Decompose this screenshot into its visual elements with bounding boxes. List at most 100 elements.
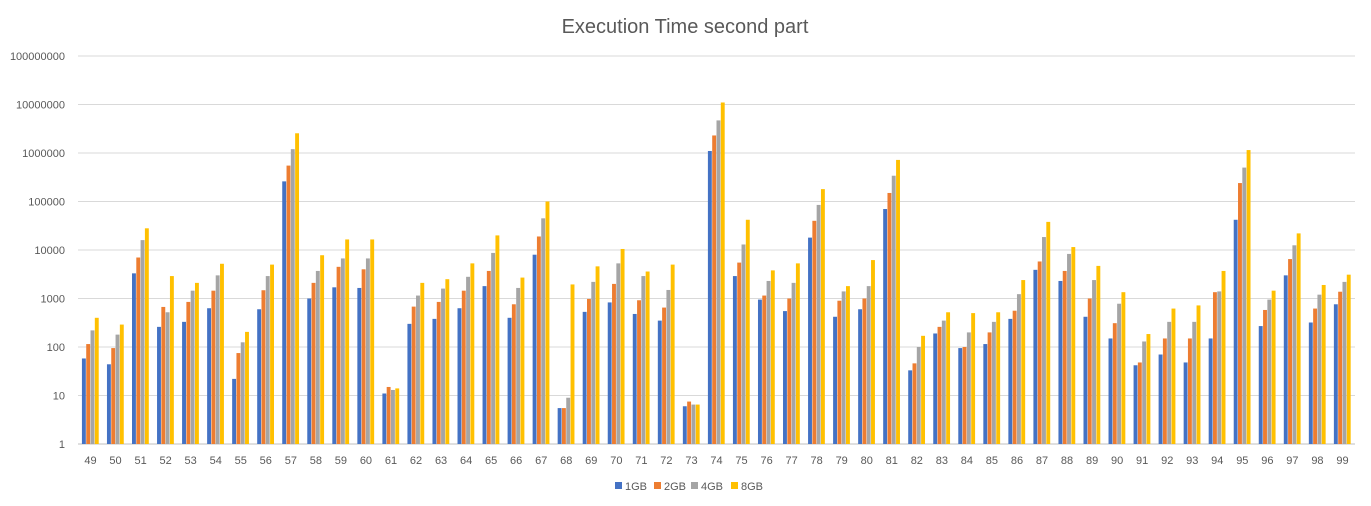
bar-4GB-83	[941, 320, 946, 444]
bar-2GB-95	[1238, 183, 1242, 444]
x-tick-label: 65	[485, 455, 497, 467]
x-axis-tick-labels: 49 50 51 52 53 54 55 56 57 58 59 60 61 62 63 64 65 66 67 68…	[84, 455, 1348, 467]
x-tick-label: 66	[510, 455, 522, 467]
bar-2GB-60	[361, 269, 366, 444]
bar-1GB-92	[1158, 354, 1163, 444]
bar-1GB-86	[1008, 318, 1013, 444]
bar-4GB-81	[891, 175, 896, 444]
x-tick-label: 61	[385, 455, 397, 467]
bar-2GB-52	[161, 306, 166, 444]
bar-2GB-56	[261, 290, 266, 444]
bar-4GB-55	[240, 342, 245, 444]
y-tick-label: 1000	[41, 294, 65, 306]
bar-2GB-58	[311, 282, 316, 444]
bar-2GB-81	[887, 192, 892, 444]
bar-1GB-87	[1033, 269, 1038, 444]
bar-2GB-65	[486, 270, 491, 444]
bar-8GB-89	[1096, 265, 1101, 444]
bar-2GB-63	[436, 301, 441, 444]
bar-2GB-79	[837, 300, 842, 444]
bar-4GB-69	[591, 281, 596, 444]
x-tick-label: 79	[836, 455, 848, 467]
legend-swatch-8GB	[731, 482, 738, 489]
bar-4GB-77	[791, 282, 796, 444]
x-tick-label: 74	[710, 455, 722, 467]
bar-2GB-75	[737, 262, 742, 444]
bar-8GB-87	[1046, 221, 1051, 444]
bar-1GB-89	[1083, 316, 1088, 444]
bar-8GB-52	[169, 276, 174, 444]
x-tick-label: 72	[660, 455, 672, 467]
bar-4GB-91	[1142, 341, 1147, 444]
bar-2GB-93	[1187, 338, 1192, 444]
bar-1GB-97	[1283, 275, 1288, 444]
x-tick-label: 90	[1111, 455, 1123, 467]
bar-4GB-97	[1292, 245, 1297, 444]
bar-1GB-63	[432, 318, 437, 444]
x-tick-label: 68	[560, 455, 572, 467]
bar-4GB-53	[190, 290, 195, 444]
bar-2GB-51	[136, 257, 141, 444]
bar-1GB-49	[81, 358, 86, 444]
bar-1GB-81	[883, 209, 888, 444]
bar-1GB-65	[482, 286, 487, 444]
bar-2GB-53	[186, 301, 191, 444]
bar-1GB-73	[682, 406, 687, 444]
x-tick-label: 98	[1311, 455, 1323, 467]
bar-8GB-73	[695, 404, 700, 444]
x-tick-label: 85	[986, 455, 998, 467]
x-tick-label: 94	[1211, 455, 1223, 467]
x-tick-label: 88	[1061, 455, 1073, 467]
bar-2GB-50	[111, 348, 116, 444]
bar-2GB-61	[386, 386, 391, 444]
x-tick-label: 75	[735, 455, 747, 467]
bar-1GB-66	[507, 317, 512, 444]
y-tick-label: 10000	[34, 245, 65, 257]
bar-4GB-82	[916, 347, 921, 444]
bar-8GB-74	[720, 102, 725, 445]
bar-4GB-70	[616, 263, 621, 444]
bar-8GB-62	[420, 282, 425, 444]
x-tick-label: 59	[335, 455, 347, 467]
bar-1GB-58	[307, 298, 312, 444]
bar-8GB-75	[745, 219, 750, 444]
x-tick-label: 67	[535, 455, 547, 467]
bar-1GB-80	[858, 309, 863, 444]
bar-2GB-54	[211, 290, 216, 444]
bar-8GB-80	[871, 260, 875, 444]
bar-4GB-76	[766, 280, 771, 444]
bar-4GB-64	[466, 276, 471, 444]
x-tick-label: 77	[785, 455, 797, 467]
x-tick-label: 69	[585, 455, 597, 467]
bar-4GB-88	[1067, 253, 1071, 444]
y-tick-label: 100000000	[10, 51, 65, 63]
x-tick-label: 81	[886, 455, 898, 467]
bar-2GB-88	[1062, 270, 1067, 444]
bar-8GB-76	[770, 270, 775, 444]
bar-1GB-91	[1133, 365, 1138, 444]
bar-8GB-64	[470, 263, 475, 444]
bar-8GB-65	[495, 235, 500, 444]
bar-2GB-74	[712, 135, 717, 444]
bar-8GB-54	[220, 263, 224, 444]
bar-8GB-96	[1271, 290, 1276, 444]
bar-1GB-95	[1233, 219, 1238, 444]
bar-8GB-92	[1171, 308, 1176, 444]
x-tick-label: 53	[185, 455, 197, 467]
x-tick-label: 70	[610, 455, 622, 467]
bar-4GB-60	[365, 258, 370, 444]
bar-8GB-71	[645, 271, 650, 444]
bar-2GB-72	[662, 307, 667, 444]
legend: 1GB 2GB 4GB 8GB	[615, 481, 763, 493]
bar-8GB-82	[921, 335, 926, 444]
bar-8GB-91	[1146, 334, 1151, 444]
x-tick-label: 99	[1336, 455, 1348, 467]
bar-4GB-49	[90, 330, 95, 444]
x-tick-label: 49	[84, 455, 96, 467]
bar-8GB-83	[946, 312, 951, 444]
bar-8GB-61	[395, 388, 400, 444]
bar-2GB-82	[912, 363, 917, 444]
bar-1GB-93	[1183, 362, 1188, 444]
bar-2GB-73	[687, 401, 692, 444]
legend-swatch-1GB	[615, 482, 622, 489]
